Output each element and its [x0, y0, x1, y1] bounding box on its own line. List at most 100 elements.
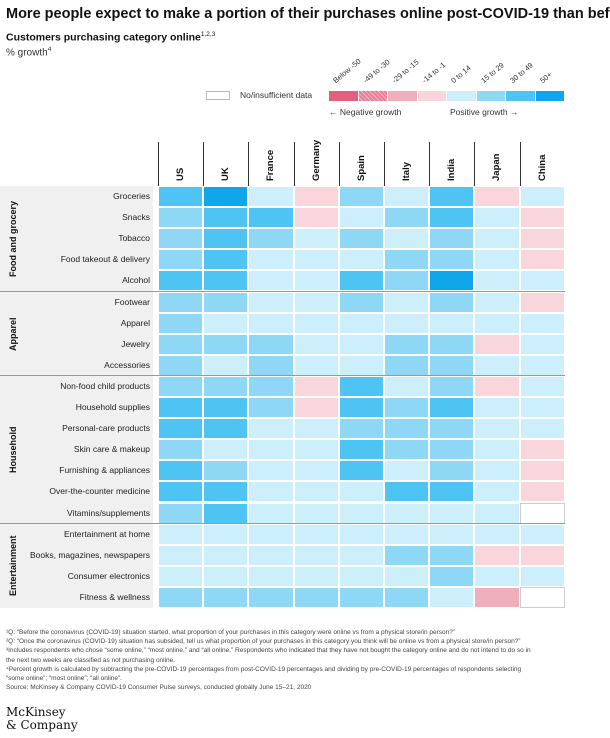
- heatmap-cell: [248, 228, 294, 250]
- legend-bin-label: 15 to 29: [478, 60, 506, 85]
- chart-subtitle: Customers purchasing category online1,2,…: [6, 31, 216, 44]
- heatmap-cell: [248, 333, 294, 355]
- column-header-line: [203, 142, 205, 186]
- heatmap-cell: [203, 249, 249, 271]
- legend-swatch: [358, 91, 387, 101]
- group-label: Food and grocery: [8, 200, 18, 277]
- heatmap-cell: [158, 333, 204, 355]
- row-label: Food takeout & delivery: [60, 254, 150, 265]
- heatmap-cell: [519, 312, 565, 334]
- heatmap-cell: [429, 586, 475, 608]
- heatmap-cell: [158, 586, 204, 608]
- heatmap-cell: [474, 544, 520, 566]
- row-label: Footwear: [114, 296, 150, 307]
- heatmap-cell: [158, 228, 204, 250]
- heatmap-cell: [203, 333, 249, 355]
- column-header-line: [248, 142, 250, 186]
- heatmap-cell: [158, 186, 204, 208]
- heatmap-cell: [248, 502, 294, 524]
- heatmap-cell: [248, 544, 294, 566]
- heatmap-cell: [384, 418, 430, 440]
- heatmap-cell: [203, 481, 249, 503]
- heatmap-cell: [338, 354, 384, 376]
- heatmap-cell: [429, 502, 475, 524]
- heatmap-cell: [519, 565, 565, 587]
- heatmap-cell: [384, 270, 430, 292]
- heatmap-cell: [519, 481, 565, 503]
- heatmap-cell: [429, 186, 475, 208]
- heatmap-cell: [248, 565, 294, 587]
- group-label: Entertainment: [8, 535, 18, 597]
- row-label: Entertainment at home: [64, 528, 150, 539]
- heatmap-cell: [203, 523, 249, 545]
- column-header: France: [265, 149, 277, 181]
- heatmap-cell: [293, 460, 339, 482]
- heatmap-cell: [158, 291, 204, 313]
- row-label: Vitamins/supplements: [67, 507, 150, 518]
- row-label: Furnishing & appliances: [59, 465, 150, 476]
- column-header: India: [446, 158, 458, 181]
- heatmap-cell: [293, 186, 339, 208]
- legend-na-swatch: [206, 91, 230, 100]
- column-header: UK: [220, 167, 232, 181]
- legend-bin-label: 0 to 14: [449, 63, 473, 85]
- column-header-line: [158, 142, 159, 186]
- heatmap-cell: [519, 249, 565, 271]
- column-header-line: [429, 142, 431, 186]
- heatmap-cell: [474, 291, 520, 313]
- row-label: Consumer electronics: [67, 570, 150, 581]
- row-label: Groceries: [113, 191, 150, 201]
- chart-title: More people expect to make a portion of …: [6, 6, 610, 22]
- column-header-line: [474, 142, 476, 186]
- heatmap-cell: [429, 544, 475, 566]
- heatmap-cell: [429, 249, 475, 271]
- heatmap-cell: [248, 375, 294, 397]
- heatmap-cell: [338, 586, 384, 608]
- heatmap-cell: [158, 418, 204, 440]
- heatmap-cell: [293, 270, 339, 292]
- heatmap-cell: [519, 270, 565, 292]
- heatmap-cell: [384, 586, 430, 608]
- heatmap-cell: [474, 207, 520, 229]
- legend-bin-label: -14 to -1: [419, 60, 447, 85]
- heatmap-cell: [519, 418, 565, 440]
- row-label: Skin care & makeup: [73, 444, 150, 455]
- heatmap-cell: [158, 544, 204, 566]
- footnote-line: the next two weeks are classified as not…: [6, 656, 176, 664]
- heatmap-cell: [474, 249, 520, 271]
- heatmap-cell: [203, 565, 249, 587]
- heatmap-cell: [293, 397, 339, 419]
- heatmap-cell: [248, 418, 294, 440]
- heatmap-cell: [384, 291, 430, 313]
- heatmap-cell: [384, 523, 430, 545]
- heatmap-cell: [338, 333, 384, 355]
- heatmap-cell: [474, 523, 520, 545]
- heatmap-cell: [248, 207, 294, 229]
- heatmap-cell: [293, 249, 339, 271]
- heatmap-cell: [474, 460, 520, 482]
- row-label: Non-food child products: [60, 380, 150, 391]
- heatmap-cell: [293, 523, 339, 545]
- heatmap-cell: [293, 565, 339, 587]
- legend-swatch: [417, 91, 446, 101]
- footnote-line: ³Includes respondents who chose “some on…: [6, 647, 531, 655]
- heatmap-cell: [474, 481, 520, 503]
- heatmap-cell: [474, 333, 520, 355]
- heatmap-cell: [248, 460, 294, 482]
- heatmap-cell: [384, 249, 430, 271]
- heatmap-cell: [519, 375, 565, 397]
- heatmap-cell: [429, 481, 475, 503]
- heatmap-cell: [248, 481, 294, 503]
- heatmap-cell: [519, 186, 565, 208]
- heatmap-cell: [429, 565, 475, 587]
- heatmap-cell: [248, 186, 294, 208]
- heatmap-cell: [158, 502, 204, 524]
- row-label: Fitness & wellness: [79, 591, 150, 602]
- heatmap-cell: [293, 312, 339, 334]
- heatmap-cell: [384, 312, 430, 334]
- heatmap-cell: [429, 418, 475, 440]
- heatmap-cell: [293, 228, 339, 250]
- heatmap-cell: [519, 439, 565, 461]
- heatmap-cell: [474, 228, 520, 250]
- heatmap-cell: [429, 270, 475, 292]
